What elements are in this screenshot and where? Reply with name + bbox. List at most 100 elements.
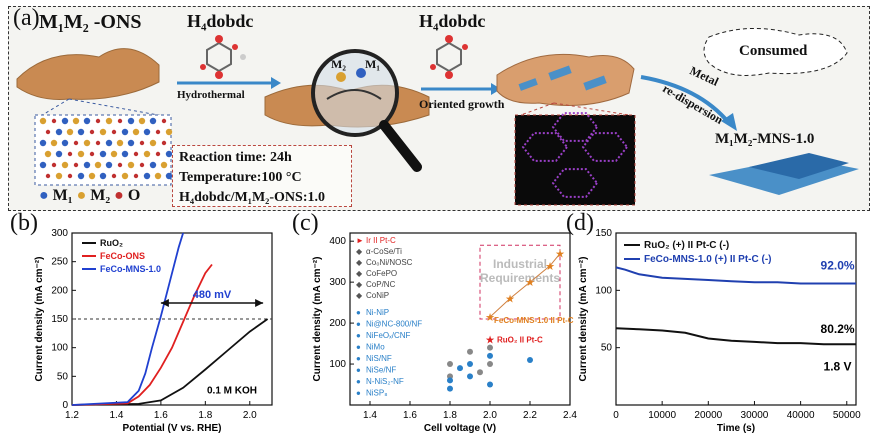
c-feco-line: [489, 253, 561, 318]
lattice-atom: [111, 129, 117, 135]
lattice-atom: [67, 173, 73, 179]
lattice-atom: [111, 173, 117, 179]
lattice-atom: [105, 117, 113, 125]
c-legend-label: CoP/NC: [366, 280, 396, 289]
lattice-atom: [99, 172, 107, 180]
c-point: [457, 365, 463, 372]
c-point: [447, 377, 453, 384]
lattice-atom: [155, 151, 161, 157]
lattice-atom: [45, 129, 51, 135]
schematic-graphics: [16, 28, 859, 206]
magnifier-lens: [311, 49, 399, 137]
lattice-atom: [138, 117, 146, 125]
c-legend-marker: ●: [356, 343, 361, 352]
reaction-time-text: Reaction time: 24h: [179, 150, 292, 165]
lattice-atom: [143, 128, 151, 136]
lattice-atom: [161, 118, 167, 124]
c-point: [447, 361, 453, 368]
c-x-tick-label: 1.6: [403, 410, 417, 421]
c-y-tick-label: 200: [329, 318, 346, 329]
b-x-tick-label: 1.2: [65, 410, 79, 421]
b-x-axis-label: Potential (V vs. RHE): [123, 423, 222, 433]
c-legend-label: Ni-NiP: [366, 308, 389, 317]
schematic-panel: (a) M₁M₂ -ONS H₄dobdc H₄dobdc: [8, 5, 870, 211]
c-industrial-label: Industrial: [493, 257, 547, 271]
stability-chart: 0 10000 20000 30000 40000 50000 50 100 150 Time (…: [578, 228, 861, 433]
lattice-atom: [139, 162, 145, 168]
c-legend-marker: ●: [356, 377, 361, 386]
panel-a-label: (a): [13, 5, 40, 31]
c-y-axis-label: Current density (mA cm⁻²): [312, 257, 323, 382]
c-ruo2-label: RuO₂ II Pt-C: [497, 335, 543, 344]
b-legend-label: FeCo-ONS: [100, 251, 145, 261]
b-series-line-2: [71, 232, 184, 406]
lattice-atom: [110, 150, 118, 158]
lattice-atom: [45, 173, 51, 179]
c-industrial-label: Requirements: [480, 271, 560, 285]
c-point: [487, 381, 493, 388]
lattice-atom: [121, 128, 129, 136]
metal-redispersion-arrow: [640, 75, 731, 125]
temperature-text: Temperature:100 °C: [179, 170, 302, 185]
lattice-atom: [127, 139, 135, 147]
ligand-molecule-1: [200, 35, 246, 79]
lattice-pattern: [39, 117, 173, 180]
b-x-tick-label: 1.8: [198, 410, 212, 421]
lens-m1-label: M₁: [365, 57, 380, 71]
c-legend-marker: ►: [356, 236, 364, 245]
lattice-atom: [73, 162, 79, 168]
mof-pore: [551, 112, 599, 142]
lattice-atom: [165, 172, 173, 180]
hydrothermal-label: Hydrothermal: [177, 89, 245, 101]
lattice-atom: [165, 128, 173, 136]
b-y-tick-label: 150: [51, 314, 68, 325]
d-y-tick-label: 150: [595, 228, 612, 239]
c-plot-frame: [349, 232, 571, 406]
panel-c-label: (c): [292, 210, 319, 236]
c-legend-label: α-CoSe/Ti: [366, 247, 402, 256]
b-x-tick-label: 1.6: [154, 410, 168, 421]
lattice-atom: [117, 162, 123, 168]
lattice-atom: [132, 128, 140, 136]
lattice-atom: [121, 150, 129, 158]
m1-dot-icon: ●: [39, 187, 49, 204]
cell-voltage-chart: 1.4 1.6 1.8 2.0 2.2 2.4 100 200 300 400 Cell volta…: [312, 232, 577, 433]
lattice-atom: [83, 161, 91, 169]
c-legend-label: CoNiP: [366, 291, 389, 300]
product-label: M₁M₂-MNS-1.0: [715, 131, 815, 147]
b-electrolyte-label: 0.1 M KOH: [207, 386, 257, 397]
c-legend-label: NiSe/NF: [366, 366, 396, 375]
lattice-atom: [99, 150, 107, 158]
d-x-tick-label: 30000: [741, 410, 769, 421]
d-y-axis-label: Current density (mA cm⁻²): [578, 257, 589, 382]
d-series-line-0: [615, 327, 856, 346]
magnifier-handle: [379, 120, 422, 172]
b-overpotential-label: 480 mV: [193, 289, 232, 301]
c-feco-star: ★: [485, 312, 495, 324]
lattice-atom: [72, 117, 80, 125]
m1-legend-label: M₁: [52, 187, 73, 204]
c-legend-label: Ni@NC-800/NF: [366, 320, 422, 329]
lattice-atom: [155, 129, 161, 135]
c-y-tick-label: 400: [329, 236, 346, 247]
lattice-atom: [50, 139, 58, 147]
c-y-tick-label: 300: [329, 277, 346, 288]
lattice-atom: [39, 117, 47, 125]
ligand-label-1: H₄dobdc: [187, 11, 254, 31]
c-legend-label: NiSP₈: [366, 389, 388, 398]
lattice-atom: [67, 151, 73, 157]
precursor-title: M₁M₂ -ONS: [39, 11, 142, 33]
lattice-atom: [44, 150, 52, 158]
m2-dot-icon: ●: [76, 187, 87, 204]
lattice-atom: [55, 172, 63, 180]
oriented-growth-label: Oriented growth: [419, 97, 505, 111]
lattice-atom: [55, 128, 63, 136]
lattice-atom: [95, 118, 101, 124]
lattice-atom: [154, 172, 162, 180]
consumed-label: Consumed: [739, 43, 808, 59]
c-legend-marker: ●: [356, 366, 361, 375]
c-x-tick-label: 2.2: [523, 410, 537, 421]
b-y-tick-label: 50: [57, 371, 69, 382]
lattice-atom: [83, 117, 91, 125]
c-legend-marker: ◆: [356, 247, 363, 256]
